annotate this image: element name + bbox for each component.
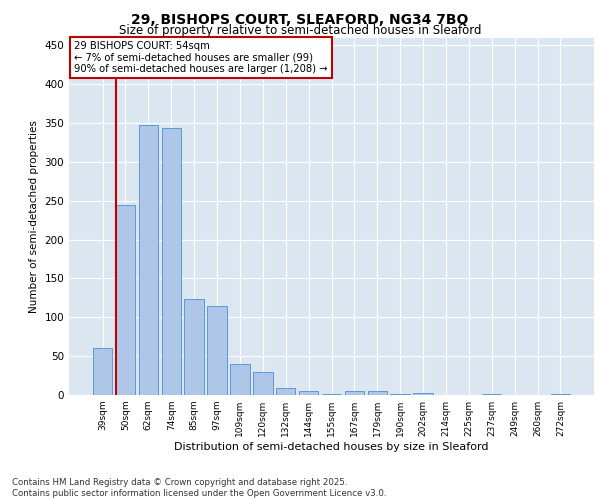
Bar [230, 364, 250, 395]
Bar [93, 348, 112, 395]
Bar [344, 391, 364, 395]
Bar [276, 388, 295, 395]
Bar [116, 204, 135, 395]
Bar [482, 394, 502, 395]
Bar [413, 392, 433, 395]
X-axis label: Distribution of semi-detached houses by size in Sleaford: Distribution of semi-detached houses by … [174, 442, 489, 452]
Bar [551, 394, 570, 395]
Bar [161, 128, 181, 395]
Text: Size of property relative to semi-detached houses in Sleaford: Size of property relative to semi-detach… [119, 24, 481, 37]
Bar [368, 391, 387, 395]
Y-axis label: Number of semi-detached properties: Number of semi-detached properties [29, 120, 39, 312]
Text: Contains HM Land Registry data © Crown copyright and database right 2025.
Contai: Contains HM Land Registry data © Crown c… [12, 478, 386, 498]
Bar [322, 394, 341, 395]
Bar [208, 306, 227, 395]
Text: 29, BISHOPS COURT, SLEAFORD, NG34 7BQ: 29, BISHOPS COURT, SLEAFORD, NG34 7BQ [131, 12, 469, 26]
Text: 29 BISHOPS COURT: 54sqm
← 7% of semi-detached houses are smaller (99)
90% of sem: 29 BISHOPS COURT: 54sqm ← 7% of semi-det… [74, 41, 328, 74]
Bar [139, 124, 158, 395]
Bar [184, 300, 204, 395]
Bar [391, 394, 410, 395]
Bar [299, 391, 319, 395]
Bar [253, 372, 272, 395]
